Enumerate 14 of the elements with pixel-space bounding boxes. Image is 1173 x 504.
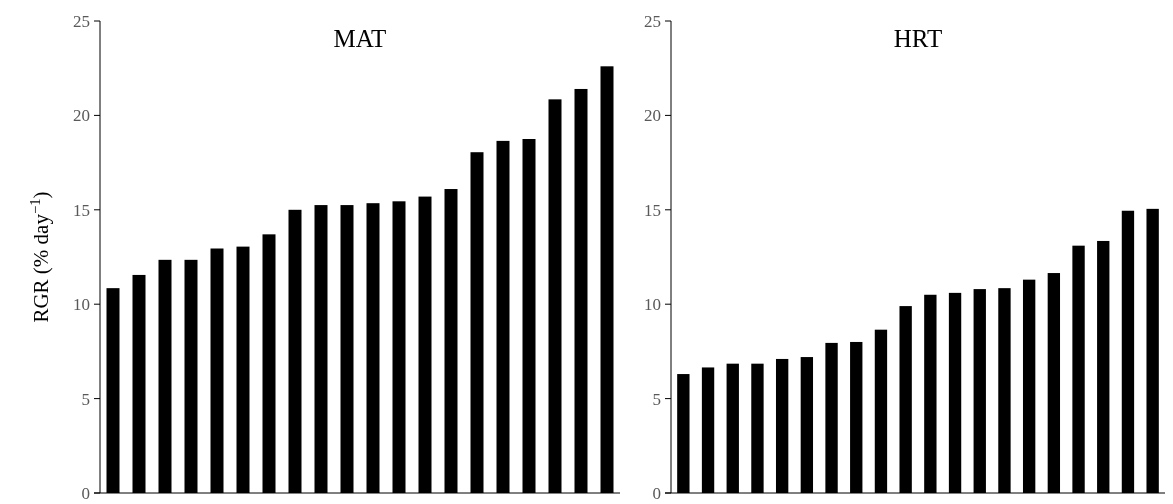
chart-title: HRT bbox=[893, 25, 943, 52]
y-tick-label: 10 bbox=[73, 295, 90, 315]
y-tick-label: 0 bbox=[652, 483, 661, 503]
y-tick-label: 5 bbox=[652, 389, 661, 409]
y-tick-label: 25 bbox=[644, 11, 661, 31]
y-tick-label: 20 bbox=[644, 106, 661, 126]
y-tick-label: 20 bbox=[73, 106, 90, 126]
y-tick-label: 10 bbox=[644, 295, 661, 315]
y-tick-label: 15 bbox=[644, 200, 661, 220]
y-tick-label: 5 bbox=[81, 389, 90, 409]
y-tick-label: 25 bbox=[73, 11, 90, 31]
y-tick-label: 0 bbox=[81, 483, 90, 503]
chart-title: MAT bbox=[333, 25, 387, 52]
y-tick-label: 15 bbox=[73, 200, 90, 220]
